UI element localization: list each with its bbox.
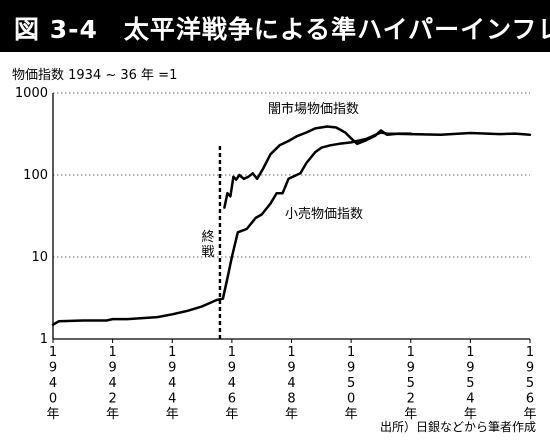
source-note: 出所）日銀などから筆者作成 [379,420,536,434]
y-tick-label-1: 1 [40,332,48,347]
figure-title: 図 3-4 太平洋戦争による準ハイパーインフレ [14,15,550,44]
y-tick-label-100: 100 [23,168,48,183]
axes: 1 10 100 1000 1 9 4 0 年 1 9 4 2 年 1 9 4 4 年 1 9 4 6 年 1 9 4 8 年 1 9 5 0 年… [15,86,537,422]
series-lines [51,125,532,326]
gridlines [53,92,530,258]
title-bar: 図 3-4 太平洋戦争による準ハイパーインフレ [0,0,550,52]
series-line-retail-price-index [51,131,532,326]
y-tick-label-1000: 1000 [15,86,48,101]
series-label-retail: 小売物価指数 [285,206,363,222]
end-of-war-label: 終戦 [201,229,214,260]
series-line-black-market-price-index [223,125,413,209]
series-label-black-market: 闇市場物価指数 [268,101,359,117]
y-tick-label-10: 10 [31,250,48,265]
y-axis-unit-label: 物価指数 1934 ~ 36 年 =1 [12,68,178,83]
